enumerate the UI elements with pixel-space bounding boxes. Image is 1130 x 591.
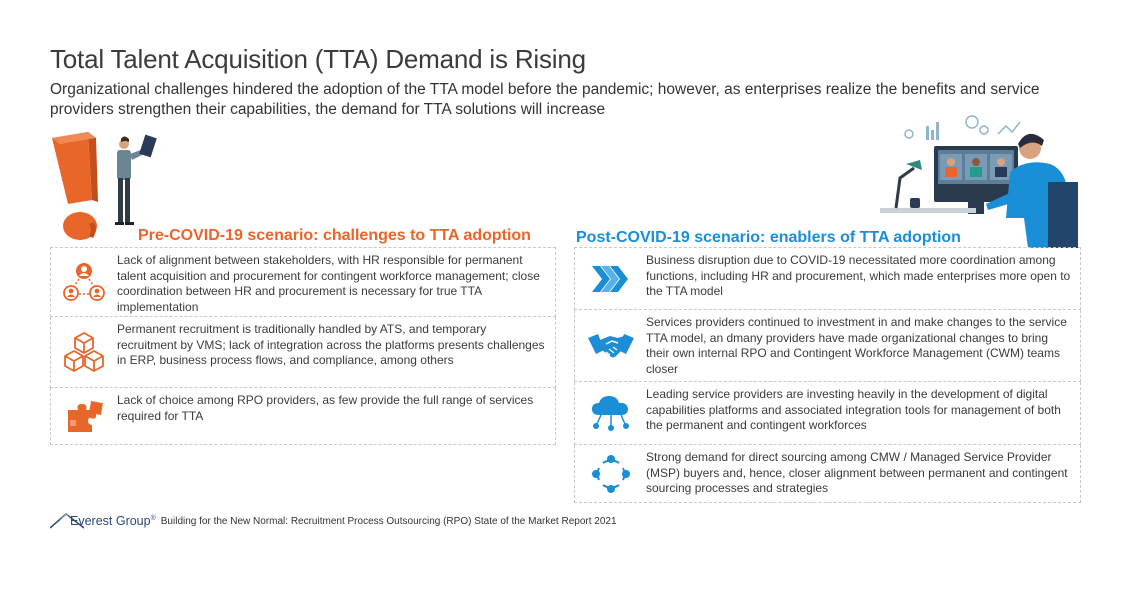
page-title: Total Talent Acquisition (TTA) Demand is… bbox=[50, 44, 586, 74]
pre-covid-panel: Lack of alignment between stakeholders, … bbox=[50, 247, 556, 445]
brand-text: Everest Group bbox=[70, 514, 151, 528]
post-covid-item: Leading service providers are investing … bbox=[574, 382, 1081, 445]
post-covid-item-text: Strong demand for direct sourcing among … bbox=[646, 450, 1068, 495]
people-network-icon bbox=[51, 248, 117, 316]
stacked-boxes-icon bbox=[51, 317, 117, 387]
pre-covid-item: Lack of alignment between stakeholders, … bbox=[50, 247, 556, 317]
post-covid-item-text: Services providers continued to investme… bbox=[646, 315, 1067, 376]
puzzle-icon bbox=[51, 388, 117, 444]
pre-covid-item-text: Permanent recruitment is traditionally h… bbox=[117, 322, 545, 367]
pre-covid-item: Lack of choice among RPO providers, as f… bbox=[50, 388, 556, 445]
post-covid-item-text: Business disruption due to COVID-19 nece… bbox=[646, 253, 1071, 298]
cloud-network-icon bbox=[575, 382, 646, 444]
post-covid-item-text: Leading service providers are investing … bbox=[646, 387, 1061, 432]
pre-covid-heading: Pre-COVID-19 scenario: challenges to TTA… bbox=[138, 227, 531, 244]
exclamation-person-illustration bbox=[52, 132, 157, 240]
chevrons-right-icon bbox=[575, 248, 646, 309]
post-covid-item: Business disruption due to COVID-19 nece… bbox=[574, 247, 1081, 310]
post-covid-panel: Business disruption due to COVID-19 nece… bbox=[574, 247, 1081, 503]
report-citation: Building for the New Normal: Recruitment… bbox=[160, 516, 617, 527]
pre-covid-item-text: Lack of alignment between stakeholders, … bbox=[117, 253, 540, 314]
cycle-arrows-icon bbox=[575, 445, 646, 502]
post-covid-item: Strong demand for direct sourcing among … bbox=[574, 445, 1081, 503]
registered-mark: ® bbox=[150, 514, 156, 522]
pre-covid-item: Permanent recruitment is traditionally h… bbox=[50, 317, 556, 388]
brand-name: Everest Group® bbox=[70, 514, 156, 528]
pre-covid-item-text: Lack of choice among RPO providers, as f… bbox=[117, 393, 534, 423]
post-covid-item: Services providers continued to investme… bbox=[574, 310, 1081, 382]
handshake-icon bbox=[575, 310, 646, 381]
everest-mountain-logo-icon bbox=[50, 513, 84, 529]
page-subtitle: Organizational challenges hindered the a… bbox=[50, 81, 1040, 118]
post-covid-heading: Post-COVID-19 scenario: enablers of TTA … bbox=[576, 229, 961, 246]
footer: Everest Group® Building for the New Norm… bbox=[50, 513, 617, 529]
video-call-illustration bbox=[880, 115, 1078, 248]
